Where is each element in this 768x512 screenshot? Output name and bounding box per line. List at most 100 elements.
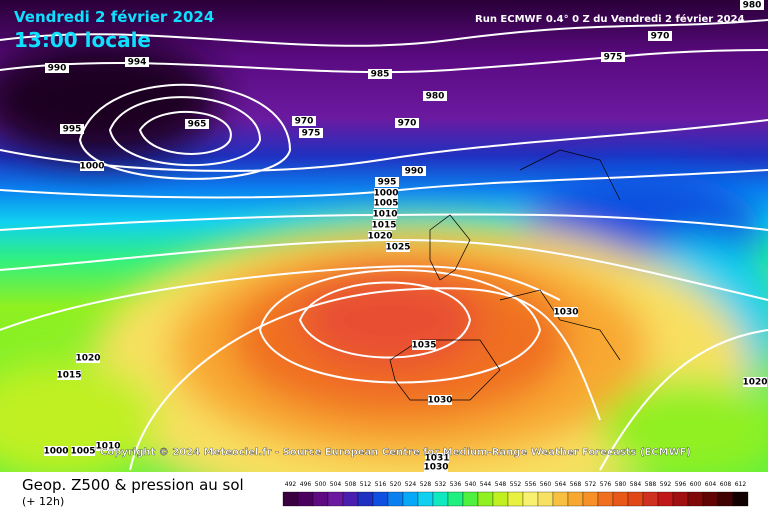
label-bg: [425, 453, 449, 463]
legend-label: 560: [540, 481, 552, 488]
legend-label: 556: [525, 481, 537, 488]
legend-label: 604: [705, 481, 717, 488]
isobar-label: 1020: [742, 378, 767, 388]
legend-swatch: [372, 491, 389, 507]
label-bg: [372, 220, 396, 230]
legend-swatch: [522, 491, 539, 507]
isobar-label: 970: [398, 119, 417, 129]
isobar-label: 1000: [79, 162, 104, 172]
isobar-label: 1015: [56, 371, 81, 381]
legend-label: 580: [615, 481, 627, 488]
label-bg: [428, 395, 452, 405]
isobar-label: 965: [188, 120, 207, 130]
isobar-label: 1030: [423, 463, 448, 473]
legend-label: 516: [375, 481, 387, 488]
date: Vendredi 2 février 2024: [14, 8, 214, 26]
isobar-label: 1020: [75, 354, 100, 364]
legend-swatch: [657, 491, 674, 507]
legend-swatch: [702, 491, 719, 507]
legend-swatch: [342, 491, 359, 507]
footer-title: Geop. Z500 & pression au sol: [22, 476, 244, 494]
label-bg: [424, 462, 448, 472]
isobar-label: 975: [604, 53, 623, 63]
label-bg: [412, 340, 436, 350]
legend-label: 576: [600, 481, 612, 488]
label-bg: [374, 198, 398, 208]
legend-label: 592: [660, 481, 672, 488]
label-bg: [601, 52, 625, 62]
label-bg: [80, 161, 104, 171]
isobar-label: 970: [295, 117, 314, 127]
legend-label: 524: [405, 481, 417, 488]
legend-label: 552: [510, 481, 522, 488]
label-bg: [648, 31, 672, 41]
label-bg: [740, 0, 764, 10]
legend-swatch: [417, 491, 434, 507]
label-bg: [45, 63, 69, 73]
legend-swatch: [732, 491, 749, 507]
footer-lead: (+ 12h): [22, 495, 64, 508]
legend-label: 528: [420, 481, 432, 488]
label-bg: [60, 124, 84, 134]
legend-label: 496: [300, 481, 312, 488]
legend-swatch: [327, 491, 344, 507]
color-legend: 492 496 500 504 508 512 516 520 524 528 532 536 540 5…: [282, 481, 749, 507]
legend-swatch: [567, 491, 584, 507]
legend-swatch: [477, 491, 494, 507]
label-bg: [423, 91, 447, 101]
legend-swatch: [627, 491, 644, 507]
isobar-label: 1000: [43, 447, 68, 457]
legend-label: 508: [345, 481, 357, 488]
legend-label: 504: [330, 481, 342, 488]
legend-label: 532: [435, 481, 447, 488]
isobar-label: 994: [128, 58, 147, 68]
legend-label: 612: [735, 481, 747, 488]
legend-label: 512: [360, 481, 372, 488]
legend-label: 520: [390, 481, 402, 488]
label-bg: [368, 231, 392, 241]
legend-label: 600: [690, 481, 702, 488]
legend-swatch: [387, 491, 404, 507]
legend-swatch: [432, 491, 449, 507]
isobar-label: 1000: [373, 189, 398, 199]
legend-swatch: [597, 491, 614, 507]
isobar-label: 1035: [411, 341, 436, 351]
isobar-label: 1025: [385, 243, 410, 253]
isobar-label: 985: [371, 70, 390, 80]
isobar-label: 1005: [373, 199, 398, 209]
legend-label: 588: [645, 481, 657, 488]
isobar-label: 980: [426, 92, 445, 102]
legend-label: 564: [555, 481, 567, 488]
label-bg: [71, 446, 95, 456]
label-bg: [44, 446, 68, 456]
isobar-label: 1005: [70, 447, 95, 457]
legend-label: 500: [315, 481, 327, 488]
legend-label: 608: [720, 481, 732, 488]
legend-swatch: [672, 491, 689, 507]
legend-swatch: [552, 491, 569, 507]
isobar-label: 1015: [371, 221, 396, 231]
legend-swatch: [687, 491, 704, 507]
label-bg: [402, 166, 426, 176]
legend-swatch: [357, 491, 374, 507]
legend-swatch: [507, 491, 524, 507]
legend-label: 544: [480, 481, 492, 488]
label-bg: [375, 177, 399, 187]
legend-label: 572: [585, 481, 597, 488]
legend-label: 568: [570, 481, 582, 488]
legend-swatch: [297, 491, 314, 507]
isobar-label: 1010: [372, 210, 397, 220]
label-bg: [292, 116, 316, 126]
label-bg: [395, 118, 419, 128]
label-bg: [76, 353, 100, 363]
label-bg: [373, 209, 397, 219]
isobars: [0, 19, 768, 471]
legend-swatch: [462, 491, 479, 507]
label-bg: [299, 128, 323, 138]
isobar-label: 975: [302, 129, 321, 139]
isobar-label: 990: [48, 64, 67, 74]
legend-label: 596: [675, 481, 687, 488]
